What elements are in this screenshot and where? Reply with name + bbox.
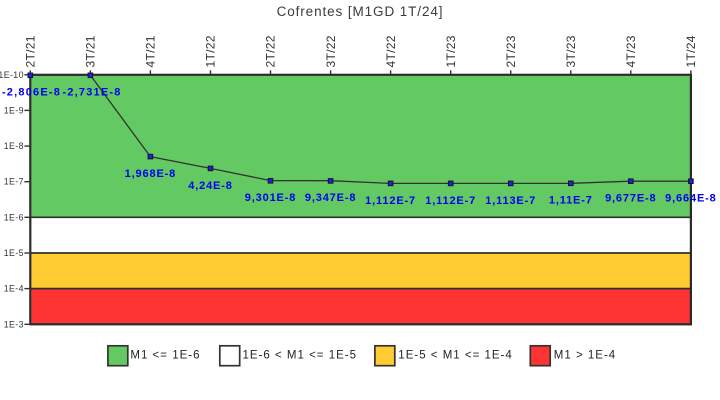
svg-text:2T/21: 2T/21 xyxy=(24,35,38,67)
svg-text:1E-8: 1E-8 xyxy=(4,141,24,151)
svg-text:9,347E-8: 9,347E-8 xyxy=(305,192,356,204)
svg-text:1,11E-7: 1,11E-7 xyxy=(549,195,593,207)
svg-text:9,664E-8: 9,664E-8 xyxy=(665,193,716,205)
svg-text:1E-5 < M1 <= 1E-4: 1E-5 < M1 <= 1E-4 xyxy=(398,350,513,362)
svg-text:3T/22: 3T/22 xyxy=(324,35,338,67)
svg-text:1E-4: 1E-4 xyxy=(4,284,24,294)
svg-text:2T/23: 2T/23 xyxy=(504,35,518,67)
svg-text:4T/21: 4T/21 xyxy=(144,35,158,67)
svg-text:1E-6 < M1 <= 1E-5: 1E-6 < M1 <= 1E-5 xyxy=(243,350,358,362)
svg-text:4T/22: 4T/22 xyxy=(384,35,398,67)
svg-text:1E-5: 1E-5 xyxy=(4,248,24,258)
svg-text:1E-7: 1E-7 xyxy=(4,177,24,187)
svg-text:1E-10: 1E-10 xyxy=(0,70,24,80)
svg-text:2T/22: 2T/22 xyxy=(264,35,278,67)
svg-text:3T/23: 3T/23 xyxy=(564,35,578,67)
svg-text:Cofrentes [M1GD 1T/24]: Cofrentes [M1GD 1T/24] xyxy=(277,4,444,19)
svg-text:1E-9: 1E-9 xyxy=(4,105,24,115)
svg-text:M1 > 1E-4: M1 > 1E-4 xyxy=(554,350,616,362)
svg-text:4T/23: 4T/23 xyxy=(624,35,638,67)
svg-text:-2,731E-8: -2,731E-8 xyxy=(62,87,121,99)
svg-text:1T/24: 1T/24 xyxy=(684,35,698,67)
svg-text:9,301E-8: 9,301E-8 xyxy=(245,192,296,204)
svg-text:-2,806E-8: -2,806E-8 xyxy=(2,87,61,99)
svg-text:1E-6: 1E-6 xyxy=(4,212,24,222)
svg-text:M1 <= 1E-6: M1 <= 1E-6 xyxy=(130,350,200,362)
svg-text:3T/21: 3T/21 xyxy=(84,35,98,67)
svg-text:4,24E-8: 4,24E-8 xyxy=(188,180,232,192)
svg-text:1E-3: 1E-3 xyxy=(4,319,24,329)
svg-text:1,113E-7: 1,113E-7 xyxy=(485,195,536,207)
svg-text:1T/23: 1T/23 xyxy=(444,35,458,67)
svg-text:1T/22: 1T/22 xyxy=(204,35,218,67)
svg-text:1,968E-8: 1,968E-8 xyxy=(125,168,176,180)
svg-text:9,677E-8: 9,677E-8 xyxy=(605,193,656,205)
svg-text:1,112E-7: 1,112E-7 xyxy=(425,195,476,207)
svg-text:1,112E-7: 1,112E-7 xyxy=(365,195,416,207)
